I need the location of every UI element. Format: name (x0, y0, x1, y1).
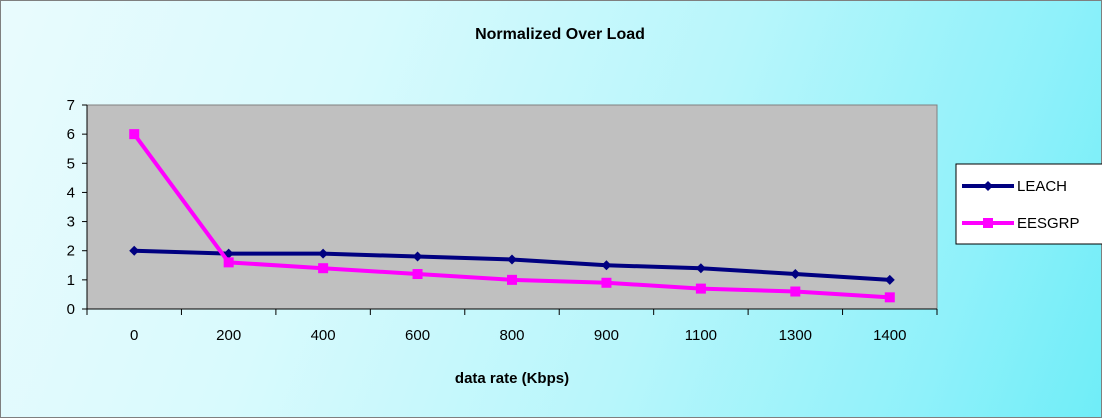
x-tick-label: 1400 (873, 327, 906, 344)
y-tick-label: 6 (67, 126, 75, 143)
leach-point (507, 254, 517, 265)
leach-point (412, 251, 423, 262)
eesgrp-point (601, 277, 612, 288)
leach-point (129, 245, 140, 256)
x-tick-label: 1100 (685, 327, 717, 344)
x-tick-label: 1300 (779, 327, 812, 344)
y-tick-label: 1 (67, 272, 75, 289)
eesgrp-point (507, 274, 517, 285)
y-tick-label: 4 (67, 184, 75, 201)
legend-swatch-marker (983, 218, 993, 228)
x-tick-label: 0 (130, 327, 138, 344)
legend-box (955, 163, 1102, 245)
x-tick-label: 200 (216, 327, 241, 344)
eesgrp-point (223, 257, 234, 268)
legend-label: EESGRP (1017, 215, 1080, 232)
eesgrp-point (318, 263, 329, 274)
y-tick-label: 7 (67, 97, 75, 114)
eesgrp-point (129, 129, 140, 140)
x-tick-label: 900 (594, 327, 619, 344)
leach-point (318, 248, 329, 259)
eesgrp-point (695, 283, 706, 294)
leach-point (790, 269, 801, 280)
chart-title: Normalized Over Load (475, 26, 645, 43)
series-eesgrp (129, 129, 895, 303)
series-layer (129, 129, 895, 303)
x-axis-title: data rate (Kbps) (455, 370, 569, 387)
eesgrp-point (884, 292, 895, 303)
y-tick-label: 2 (67, 243, 75, 260)
leach-point (884, 274, 895, 285)
legend-swatch-marker (983, 181, 993, 191)
y-tick-label: 5 (67, 155, 75, 172)
leach-point (601, 260, 612, 271)
legend: LEACH EESGRP (955, 163, 1102, 245)
x-tick-label: 400 (311, 327, 336, 344)
x-tick-label: 600 (405, 327, 430, 344)
y-tick-label: 3 (67, 214, 75, 231)
series-leach (129, 245, 895, 285)
y-tick-label: 0 (67, 301, 75, 318)
eesgrp-point (790, 286, 801, 297)
legend-label: LEACH (1017, 178, 1067, 195)
x-axis: 0 200 400 600 800 900 1100 1300 1400 (86, 308, 938, 344)
x-tick-label: 800 (499, 327, 524, 344)
eesgrp-point (412, 269, 423, 280)
leach-point (695, 263, 706, 274)
y-axis: 0 1 2 3 4 5 6 7 (67, 97, 88, 318)
